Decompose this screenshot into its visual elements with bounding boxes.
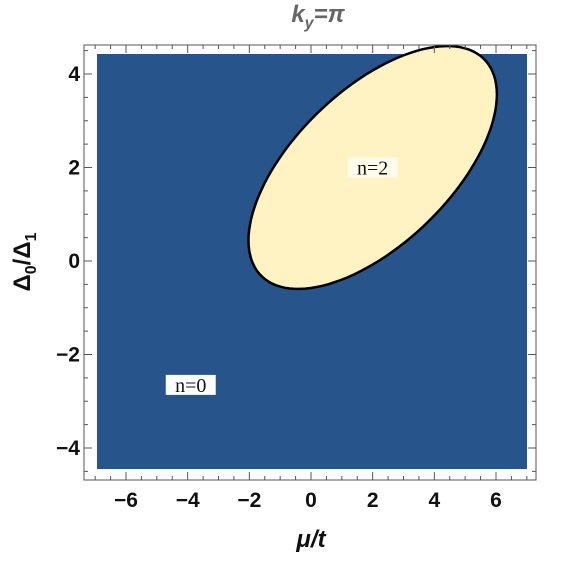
x-axis-label: μ/t (295, 526, 326, 553)
x-tick-label: −6 (114, 489, 138, 512)
y-label-sep: / (9, 258, 36, 265)
x-tick-label: 0 (305, 489, 317, 512)
x-tick-label: −2 (237, 489, 261, 512)
title-rest: =π (314, 1, 346, 28)
region-labels: n=0 n=2 (165, 157, 398, 397)
chart-title: ky=π (291, 1, 345, 32)
plot-area (97, 44, 527, 469)
x-tick-label: −4 (176, 489, 200, 512)
title-base: k (291, 1, 306, 28)
y-tick-label: 0 (68, 250, 80, 273)
title-sub: y (304, 15, 315, 32)
x-tick-label: 6 (490, 489, 502, 512)
x-tick-label: 4 (428, 489, 440, 512)
axis-ticks: −6 −4 −2 0 2 4 6 −4 −2 0 2 4 (56, 45, 536, 512)
y-axis-label: Δ0/Δ1 (9, 232, 40, 291)
y-label-a: Δ (9, 274, 36, 291)
x-tick-label: 2 (367, 489, 379, 512)
y-tick-label: −2 (56, 344, 80, 367)
y-tick-label: −4 (56, 437, 80, 460)
region-label-box (165, 374, 216, 395)
region-label-n2: n=2 (357, 158, 388, 180)
region-label-box (347, 157, 398, 178)
y-label-a-sub: 0 (23, 265, 40, 274)
y-tick-label: 4 (68, 63, 80, 86)
y-tick-label: 2 (68, 157, 80, 180)
y-label-b-sub: 1 (23, 232, 40, 241)
plot-frame (83, 44, 537, 481)
region-label-n0: n=0 (175, 375, 206, 397)
y-label-b: Δ (9, 241, 36, 258)
